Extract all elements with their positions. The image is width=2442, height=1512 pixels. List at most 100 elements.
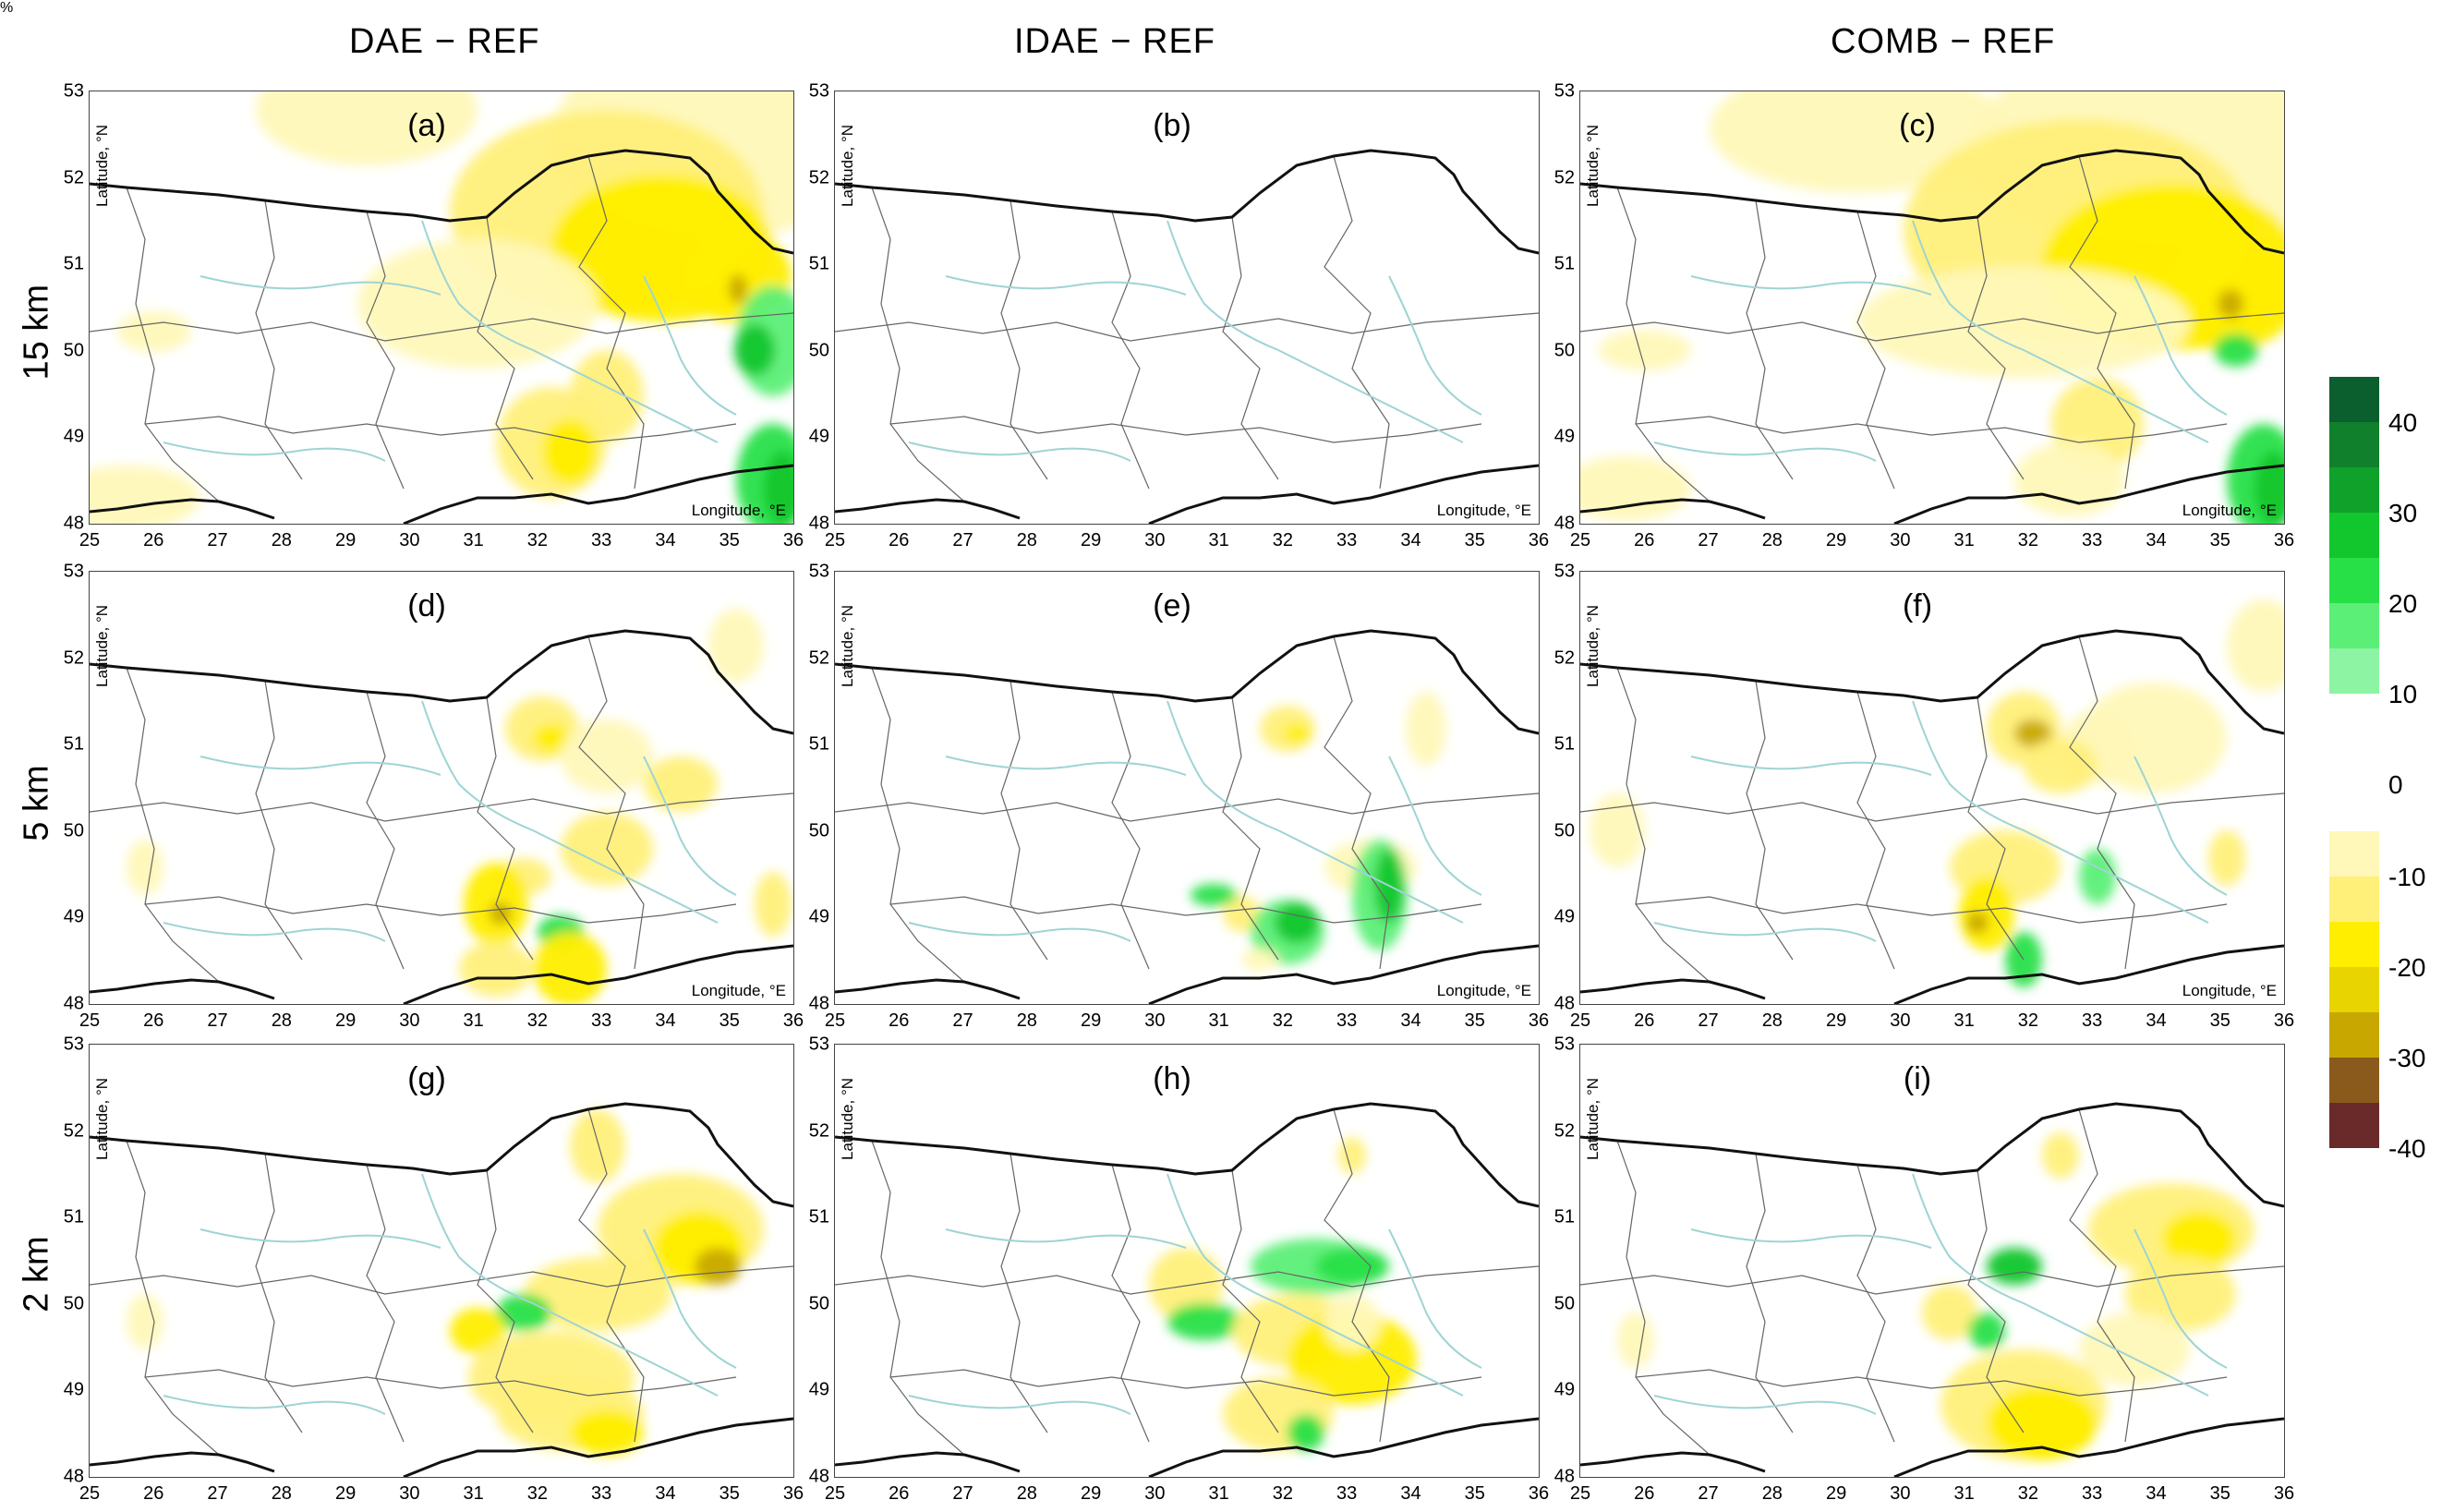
anomaly-area bbox=[1315, 1248, 1389, 1285]
longitude-axis-title: Longitude, °E bbox=[691, 982, 786, 999]
oblast-boundary bbox=[1746, 680, 1794, 961]
map-panel-g: (g) Latitude, °N 53 52 51 50 49 48 25 26 27 28 29 30 3… bbox=[64, 1034, 804, 1505]
river bbox=[163, 442, 386, 462]
country-border bbox=[90, 464, 793, 524]
longitude-tick-label: 25 bbox=[1569, 1483, 1591, 1504]
map-canvas bbox=[90, 91, 793, 524]
oblast-boundary bbox=[477, 696, 534, 961]
latitude-tick-label: 50 bbox=[1553, 1293, 1575, 1314]
oblast-boundary bbox=[126, 1140, 220, 1456]
anomaly-area bbox=[2014, 442, 2125, 516]
longitude-tick-label: 30 bbox=[1890, 1483, 1911, 1504]
longitude-tick-label: 29 bbox=[1080, 1010, 1102, 1031]
river bbox=[1653, 1395, 1877, 1415]
anomaly-area bbox=[2125, 1257, 2236, 1331]
longitude-tick-label: 31 bbox=[1953, 530, 1975, 550]
oblast-boundary bbox=[366, 691, 405, 970]
longitude-tick-label: 31 bbox=[1208, 1483, 1229, 1504]
longitude-tick-label: 30 bbox=[1144, 1010, 1166, 1031]
anomaly-area bbox=[542, 419, 598, 484]
longitude-tick-label: 32 bbox=[1272, 1483, 1294, 1504]
oblast-boundary bbox=[835, 312, 1539, 342]
longitude-tick-label: 35 bbox=[719, 1010, 740, 1031]
longitude-tick-label: 32 bbox=[526, 1483, 549, 1504]
longitude-tick-label: 27 bbox=[207, 1010, 228, 1031]
latitude-tick-label: 48 bbox=[63, 1466, 84, 1487]
latitude-tick-label: 53 bbox=[63, 80, 84, 102]
oblast-boundary bbox=[126, 667, 220, 983]
oblast-boundary bbox=[1746, 1153, 1794, 1433]
anomaly-area bbox=[755, 872, 792, 937]
latitude-tick-label: 53 bbox=[1553, 561, 1575, 582]
longitude-tick-label: 30 bbox=[1144, 1483, 1166, 1504]
legend-swatch-negative bbox=[2329, 922, 2379, 967]
oblast-boundary bbox=[1324, 1108, 1390, 1443]
river bbox=[1690, 756, 1932, 776]
longitude-tick-label: 30 bbox=[399, 530, 420, 550]
longitude-tick-label: 26 bbox=[1634, 1010, 1655, 1031]
column-title-dae: DAE − REF bbox=[349, 22, 540, 61]
longitude-axis-title: Longitude, °E bbox=[2182, 502, 2277, 519]
latitude-axis-title: Latitude, °N bbox=[93, 124, 111, 207]
anomaly-area bbox=[1287, 1414, 1324, 1451]
latitude-tick-label: 53 bbox=[63, 1034, 84, 1055]
latitude-tick-label: 52 bbox=[63, 647, 84, 669]
longitude-tick-label: 33 bbox=[1336, 530, 1358, 550]
latitude-axis-title: Latitude, °N bbox=[839, 124, 856, 207]
longitude-tick-label: 29 bbox=[1080, 530, 1102, 550]
oblast-boundary bbox=[1967, 1169, 2025, 1433]
river bbox=[945, 1228, 1187, 1249]
legend-label-40: 40 bbox=[2388, 408, 2418, 437]
anomaly-area bbox=[644, 756, 718, 812]
river bbox=[1653, 442, 1877, 462]
oblast-boundary bbox=[1000, 200, 1048, 480]
latitude-tick-label: 50 bbox=[808, 820, 829, 841]
river bbox=[1912, 1173, 2209, 1397]
latitude-tick-label: 51 bbox=[63, 253, 84, 274]
oblast-boundary bbox=[2069, 635, 2135, 970]
longitude-tick-label: 26 bbox=[143, 1010, 164, 1031]
oblast-boundary bbox=[477, 1169, 534, 1433]
oblast-boundary bbox=[1000, 680, 1048, 961]
latitude-axis-title: Latitude, °N bbox=[93, 1077, 111, 1160]
map-panel-e: (e) Latitude, °N Longitude, °E 53 52 51 50 49 48… bbox=[809, 562, 1549, 1032]
oblast-boundary bbox=[1222, 1169, 1279, 1433]
anomaly-area bbox=[496, 1294, 551, 1331]
anomaly-area bbox=[2042, 1132, 2079, 1179]
river bbox=[643, 1228, 737, 1369]
longitude-tick-label: 27 bbox=[207, 1483, 228, 1504]
anomaly-area bbox=[1241, 949, 1278, 971]
map-panel-h: (h) Latitude, °N 53 52 51 50 49 48 25 26 27 28 29 30 3… bbox=[809, 1034, 1549, 1505]
anomaly-area bbox=[2014, 720, 2051, 747]
country-border bbox=[1580, 944, 2284, 1004]
legend-label-0: 0 bbox=[2388, 770, 2403, 799]
longitude-tick-label: 31 bbox=[1208, 1010, 1229, 1031]
anomaly-area bbox=[357, 239, 598, 369]
country-border bbox=[90, 149, 793, 255]
panel-label: (c) bbox=[1899, 108, 1936, 143]
longitude-tick-label: 30 bbox=[399, 1483, 420, 1504]
oblast-boundary bbox=[1222, 696, 1279, 961]
oblast-boundary bbox=[871, 1140, 965, 1456]
latitude-axis-title: Latitude, °N bbox=[1584, 1077, 1602, 1160]
river bbox=[199, 1228, 441, 1249]
river bbox=[421, 1173, 719, 1397]
oblast-boundary bbox=[1222, 216, 1279, 480]
anomaly-area bbox=[2227, 599, 2284, 692]
country-border bbox=[90, 1417, 793, 1477]
longitude-tick-label: 35 bbox=[1464, 1010, 1485, 1031]
longitude-tick-label: 33 bbox=[2082, 1483, 2103, 1504]
latitude-tick-label: 49 bbox=[1553, 906, 1575, 927]
river bbox=[1912, 220, 2209, 443]
river bbox=[2134, 756, 2228, 896]
longitude-tick-label: 29 bbox=[1825, 1483, 1847, 1504]
anomaly-area bbox=[708, 609, 764, 683]
anomaly-area bbox=[524, 1257, 671, 1331]
latitude-tick-label: 52 bbox=[1553, 1120, 1575, 1142]
legend-label-20: 20 bbox=[2388, 589, 2418, 618]
river bbox=[2134, 275, 2228, 416]
legend-label-10: 10 bbox=[2388, 680, 2418, 708]
river bbox=[945, 275, 1187, 296]
oblast-boundary bbox=[366, 211, 405, 490]
oblast-boundary bbox=[477, 216, 534, 480]
